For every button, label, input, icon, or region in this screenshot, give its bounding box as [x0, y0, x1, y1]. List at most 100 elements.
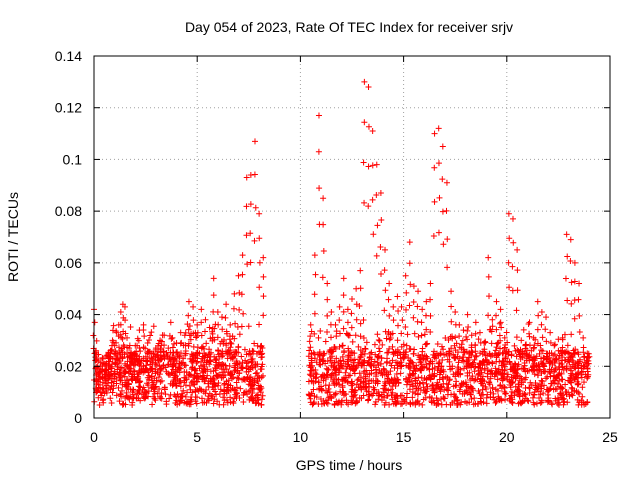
data-point	[143, 390, 150, 397]
data-point	[365, 123, 372, 130]
data-point	[525, 353, 532, 360]
data-point	[227, 321, 234, 328]
data-point	[547, 329, 554, 336]
data-point	[320, 195, 327, 202]
data-point	[564, 342, 571, 349]
data-point	[451, 342, 458, 349]
data-point	[153, 377, 160, 384]
data-point	[398, 330, 405, 337]
data-point	[357, 333, 364, 340]
data-point	[448, 288, 455, 295]
data-point	[328, 371, 335, 378]
data-point	[521, 359, 528, 366]
data-point	[524, 397, 531, 404]
data-point	[235, 343, 242, 350]
data-point	[330, 364, 337, 371]
data-point	[443, 207, 450, 214]
data-point	[169, 354, 176, 361]
data-point	[185, 298, 192, 305]
data-point	[130, 394, 137, 401]
data-point	[478, 369, 485, 376]
data-point	[163, 398, 170, 405]
data-point	[258, 401, 265, 408]
data-point	[220, 366, 227, 373]
data-point	[132, 359, 139, 366]
data-point	[126, 345, 133, 352]
data-point	[198, 358, 205, 365]
data-point	[559, 344, 566, 351]
data-point	[519, 398, 526, 405]
data-point	[384, 358, 391, 365]
data-point	[132, 342, 139, 349]
data-point	[389, 389, 396, 396]
data-point	[260, 254, 267, 261]
data-point	[423, 361, 430, 368]
data-point	[535, 312, 542, 319]
data-point	[135, 337, 142, 344]
data-point	[559, 363, 566, 370]
data-point	[394, 337, 401, 344]
data-point	[256, 235, 263, 242]
data-point	[583, 373, 590, 380]
data-point	[119, 381, 126, 388]
data-point	[117, 321, 124, 328]
data-point	[447, 401, 454, 408]
data-point	[356, 359, 363, 366]
data-point	[568, 279, 575, 286]
data-point	[172, 363, 179, 370]
data-point	[431, 164, 438, 171]
data-point	[322, 338, 329, 345]
data-point	[455, 359, 462, 366]
data-point	[479, 373, 486, 380]
data-point	[193, 400, 200, 407]
data-point	[328, 348, 335, 355]
data-point	[246, 366, 253, 373]
data-point	[468, 395, 475, 402]
data-point	[406, 260, 413, 267]
data-point	[435, 363, 442, 370]
data-point	[207, 335, 214, 342]
data-point	[236, 289, 243, 296]
data-point	[495, 368, 502, 375]
data-point	[165, 370, 172, 377]
data-point	[398, 359, 405, 366]
data-point	[353, 316, 360, 323]
data-point	[324, 296, 331, 303]
data-point	[491, 396, 498, 403]
data-point	[136, 327, 143, 334]
data-point	[185, 340, 192, 347]
data-point	[381, 267, 388, 274]
data-point	[210, 275, 217, 282]
grid	[94, 56, 610, 418]
data-point	[526, 330, 533, 337]
data-point	[389, 343, 396, 350]
data-point	[465, 323, 472, 330]
data-point	[135, 390, 142, 397]
data-point	[413, 362, 420, 369]
data-point	[402, 272, 409, 279]
data-point	[563, 366, 570, 373]
data-point	[345, 352, 352, 359]
data-point	[351, 356, 358, 363]
data-point	[384, 392, 391, 399]
data-point	[417, 359, 424, 366]
data-point	[137, 348, 144, 355]
data-point	[418, 319, 425, 326]
data-point	[338, 401, 345, 408]
data-point	[219, 360, 226, 367]
data-point	[310, 386, 317, 393]
data-point	[534, 372, 541, 379]
data-point	[544, 373, 551, 380]
data-point	[414, 318, 421, 325]
data-point	[513, 334, 520, 341]
data-point	[386, 401, 393, 408]
data-point	[567, 257, 574, 264]
data-point	[335, 400, 342, 407]
data-point	[347, 372, 354, 379]
data-point	[559, 334, 566, 341]
data-point	[135, 358, 142, 365]
data-point	[331, 400, 338, 407]
data-point	[388, 362, 395, 369]
data-point	[429, 358, 436, 365]
data-point	[444, 264, 451, 271]
